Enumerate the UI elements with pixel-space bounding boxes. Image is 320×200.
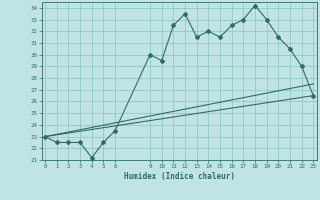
X-axis label: Humidex (Indice chaleur): Humidex (Indice chaleur)	[124, 172, 235, 181]
